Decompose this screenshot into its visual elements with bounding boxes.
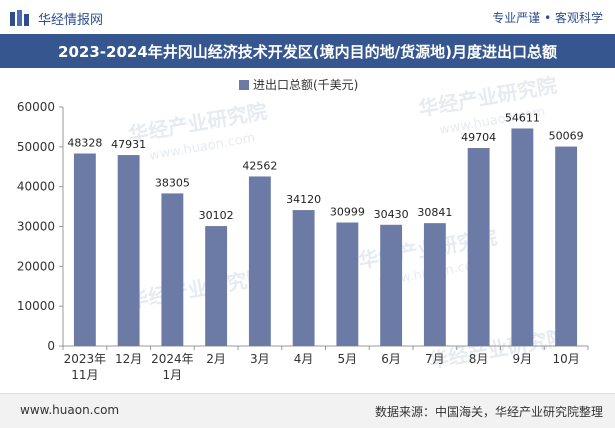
y-tick-label: 0 — [47, 339, 55, 353]
x-tick-label: 12月 — [115, 352, 142, 366]
legend-swatch — [239, 80, 249, 90]
x-tick-label: 6月 — [381, 352, 401, 366]
x-tick-label: 4月 — [294, 352, 314, 366]
y-tick-label: 10000 — [17, 299, 55, 313]
bar — [555, 146, 578, 346]
legend: 进出口总额(千美元) — [239, 78, 358, 92]
y-tick-label: 60000 — [17, 100, 55, 114]
y-tick-label: 50000 — [17, 140, 55, 154]
legend-label: 进出口总额(千美元) — [253, 78, 358, 92]
y-axis: 0 10000 20000 30000 40000 50000 60000 — [17, 100, 64, 353]
bar-value-label: 50069 — [549, 130, 584, 143]
bar — [336, 222, 359, 346]
bar — [380, 224, 403, 346]
bar-series — [73, 128, 578, 346]
x-tick-label: 5月 — [338, 352, 358, 366]
watermark-text: 华经产业研究院 — [127, 265, 269, 313]
x-tick-label: 2月 — [206, 352, 226, 366]
x-axis: 2023年 11月 12月 2024年 1月 2月 3月 4月 5月 6月 7月 8月 9月 10月 — [62, 345, 589, 382]
bar — [292, 210, 315, 346]
x-tick-label: 7月 — [425, 352, 445, 366]
footer: www.huaon.com 数据来源：中国海关，华经产业研究院整理 — [0, 393, 615, 428]
bar-value-label: 30841 — [417, 206, 452, 219]
x-tick-label: 1月 — [163, 368, 183, 382]
tagline: 专业严谨 • 客观科学 — [492, 11, 603, 25]
bar-value-label: 48328 — [67, 136, 102, 149]
x-tick-label: 9月 — [513, 352, 533, 366]
title-bar: 2023-2024年井冈山经济技术开发区(境内目的地/货源地)月度进出口总额 — [0, 34, 615, 68]
bar — [73, 153, 96, 346]
bar-value-label: 54611 — [505, 111, 540, 124]
bar — [248, 176, 271, 346]
x-tick-label: 11月 — [71, 368, 98, 382]
bar — [423, 223, 446, 346]
bar — [205, 226, 228, 346]
y-tick-label: 20000 — [17, 259, 55, 273]
site-url[interactable]: www.huaon.com — [20, 403, 120, 417]
bar-value-label: 30430 — [374, 208, 409, 221]
top-bar: 华经情报网 专业严谨 • 客观科学 — [0, 0, 615, 34]
bar-value-label: 49704 — [461, 131, 496, 144]
bar-value-label: 30102 — [199, 209, 234, 222]
bar-chart: 华经产业研究院 www.huaon.com 华经产业研究院 www.huaon.… — [17, 73, 589, 382]
x-tick-label: 10月 — [552, 352, 579, 366]
data-labels: 48328 47931 38305 30102 42562 34120 30999 30430… — [67, 111, 583, 222]
chart-title: 2023-2024年井冈山经济技术开发区(境内目的地/货源地)月度进出口总额 — [58, 43, 557, 61]
bar-value-label: 30999 — [330, 206, 365, 219]
data-source: 数据来源：中国海关，华经产业研究院整理 — [374, 405, 603, 419]
y-tick-label: 40000 — [17, 180, 55, 194]
x-tick-label: 8月 — [469, 352, 489, 366]
watermark-text: 华经产业研究院 — [427, 325, 569, 373]
bar-value-label: 34120 — [286, 193, 321, 206]
bar — [467, 148, 490, 346]
brand-name[interactable]: 华经情报网 — [38, 13, 104, 28]
huajing-logo-icon — [10, 10, 29, 26]
bar — [117, 155, 140, 346]
x-tick-label: 2023年 — [64, 352, 107, 366]
bar-value-label: 38305 — [155, 176, 190, 189]
bar — [161, 193, 184, 346]
bar-value-label: 42562 — [242, 159, 277, 172]
bar-value-label: 47931 — [111, 138, 146, 151]
y-tick-label: 30000 — [17, 220, 55, 234]
x-tick-label: 2024年 — [151, 352, 194, 366]
bar — [511, 128, 534, 346]
x-tick-label: 3月 — [250, 352, 270, 366]
